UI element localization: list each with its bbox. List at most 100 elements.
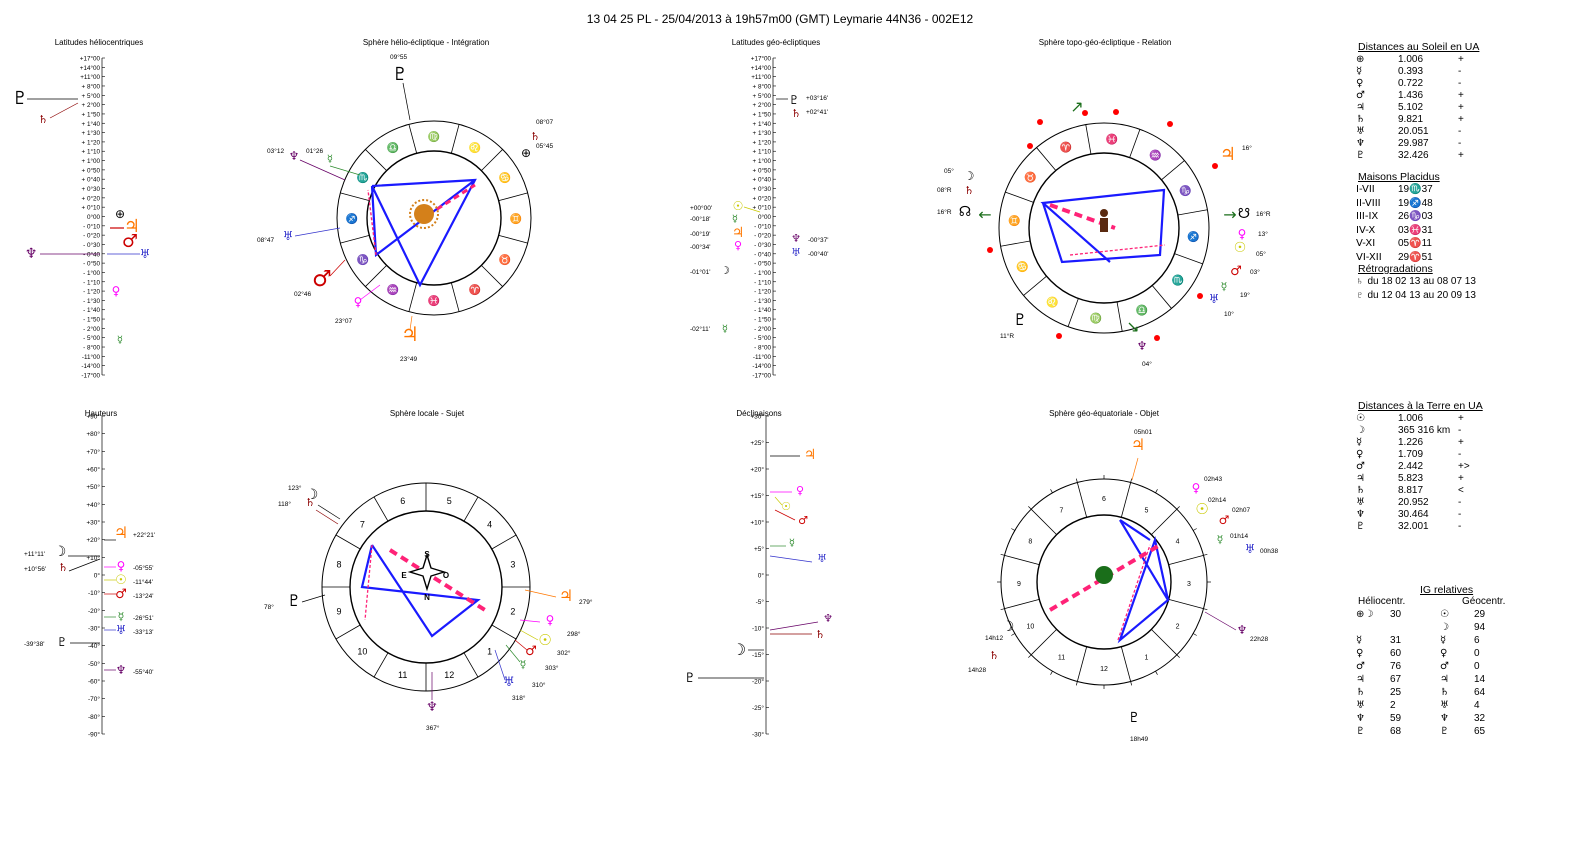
zodiac-sign-label: ♉	[499, 253, 511, 266]
degree-label: 05°	[1256, 250, 1266, 258]
scale-tick-label: +17°00	[80, 55, 101, 63]
table-row: ☽ 365 316 km -	[1356, 425, 1482, 437]
scale-tick-label: + 1°00	[82, 157, 101, 165]
jupiter-glyph: ♃	[114, 523, 128, 542]
scale-tick-label: + 1°20	[753, 138, 772, 146]
trend-sign: +	[1458, 473, 1464, 484]
scale-tick-label: - 1°20	[754, 288, 771, 296]
marker-leader-line	[402, 82, 411, 121]
geo-latitude-scale: +17°00+14°00+11°00+ 8°00+ 5°00+ 2°00+ 1°…	[751, 55, 776, 380]
zodiac-sign-label: ♉	[1024, 170, 1036, 183]
distance-value: 2.442	[1398, 461, 1424, 472]
distance-value: 8.817	[1398, 485, 1424, 496]
degree-label: 13°	[1258, 230, 1268, 238]
house-number-label: 8	[337, 560, 342, 570]
wheel-outer-tick	[1176, 654, 1180, 658]
ig-geo-symbol: ♇	[1440, 726, 1449, 737]
scale-tick-label: + 1°50	[82, 110, 101, 118]
marker-leader-line	[769, 555, 813, 563]
hour-sector-label: 1	[1145, 655, 1149, 662]
red-point-marker	[987, 247, 993, 253]
mars-glyph: ♂	[1230, 264, 1242, 279]
scale-tick-label: -20°	[752, 678, 764, 686]
ig-helio-symbol: ♄	[1356, 687, 1365, 698]
wheel-divider	[365, 149, 387, 171]
venus-glyph: ♀	[1192, 481, 1201, 495]
scale-tick-label: -14°00	[81, 362, 100, 370]
table-row: V-XI 05♈11	[1356, 237, 1458, 251]
degree-label: -39°38'	[24, 640, 44, 648]
helio-latitude-scale: +17°00+14°00+11°00+ 8°00+ 5°00+ 2°00+ 1°…	[80, 55, 105, 380]
wheel-divider	[1004, 554, 1040, 566]
planet-symbol: ♄	[1356, 276, 1364, 287]
scale-tick-label: -17°00	[81, 372, 100, 380]
marker-leader-line	[505, 644, 521, 663]
scale-tick-label: +14°00	[751, 64, 772, 72]
table-row: ♆ 30.464 -	[1356, 509, 1482, 521]
scale-tick-label: +11°00	[80, 73, 100, 81]
degree-label: 19°	[1240, 291, 1250, 299]
mercury-glyph: ☿	[520, 658, 527, 671]
uranus-glyph: ♅	[503, 675, 515, 690]
distance-value: 29.987	[1398, 138, 1429, 149]
wheel-divider	[1076, 646, 1088, 682]
mars-glyph: ♂	[122, 231, 138, 252]
sun-distances-title: Distances au Soleil en UA	[1358, 41, 1480, 53]
zodiac-sign-label: ♌	[469, 141, 481, 154]
ig-helio-symbol: ♀	[1356, 648, 1364, 659]
uranus-glyph: ♅	[817, 552, 827, 565]
degree-label: 01h14	[1230, 533, 1248, 540]
hour-sector-label: 4	[1176, 539, 1180, 546]
degree-label: 02h07	[1232, 507, 1250, 514]
aspect-line	[1117, 519, 1170, 644]
degree-label: 118°	[278, 500, 291, 508]
trend-sign: -	[1458, 425, 1462, 436]
compass-rose-icon	[407, 552, 447, 592]
degree-label: +11°11'	[24, 550, 45, 558]
hour-sector-label: 7	[1060, 507, 1064, 514]
wheel-divider	[1076, 482, 1088, 518]
degree-label: 123°	[288, 484, 302, 492]
degree-label: 302°	[557, 649, 571, 657]
scale-tick-label: + 1°20	[82, 138, 101, 146]
pluto-glyph: ♇	[1013, 310, 1027, 329]
saturn-glyph: ♄	[58, 561, 68, 574]
house-number-label: 1	[487, 647, 492, 657]
saturn-glyph: ♄	[38, 113, 48, 126]
ig-helio-symbol: ♅	[1356, 700, 1365, 711]
trend-sign: -	[1458, 66, 1462, 77]
sun-glyph: ☉	[781, 500, 791, 513]
degree-label: -00°19'	[690, 230, 710, 238]
wheel-outer-tick	[1011, 633, 1015, 636]
topo-sphere-title: Sphère topo-géo-écliptique - Relation	[1039, 38, 1172, 47]
scale-tick-label: + 1°50	[753, 110, 772, 118]
house-pair: III-IX	[1356, 211, 1379, 222]
mercury-glyph: ☿	[117, 335, 123, 346]
scale-tick-label: -40°	[88, 642, 100, 650]
pluto-glyph: ♇	[684, 671, 696, 686]
table-row: ⊕ 1.006 +	[1356, 54, 1482, 66]
ig-geo-symbol: ♄	[1440, 687, 1449, 698]
distance-value: 1.436	[1398, 90, 1424, 101]
house-number-label: 9	[337, 606, 342, 616]
degree-label: -00°37'	[808, 236, 828, 244]
marker-leader-line	[743, 206, 761, 213]
scale-tick-label: - 1°30	[754, 297, 771, 305]
degree-label: 04°	[1142, 360, 1152, 368]
degree-label: 16°	[1242, 144, 1252, 152]
scale-tick-label: + 1°30	[753, 129, 772, 137]
wheel-divider	[1023, 275, 1047, 296]
marker-leader-line	[317, 504, 341, 520]
planet-symbol: ♄	[1356, 485, 1365, 496]
wheel-divider	[1129, 129, 1141, 158]
table-row: ♂ 2.442 +>	[1356, 461, 1482, 473]
distance-value: 365 316 km	[1398, 425, 1451, 436]
wheel-inner-ring	[1036, 514, 1172, 650]
scale-tick-label: +17°00	[751, 55, 772, 63]
ig-geo-symbol: ☿	[1440, 635, 1447, 646]
uranus-glyph: ♅	[116, 623, 127, 637]
degree-label: 02°46	[294, 290, 311, 298]
wheel-inner-ring	[366, 150, 502, 286]
scale-tick-label: +50°	[86, 483, 100, 491]
